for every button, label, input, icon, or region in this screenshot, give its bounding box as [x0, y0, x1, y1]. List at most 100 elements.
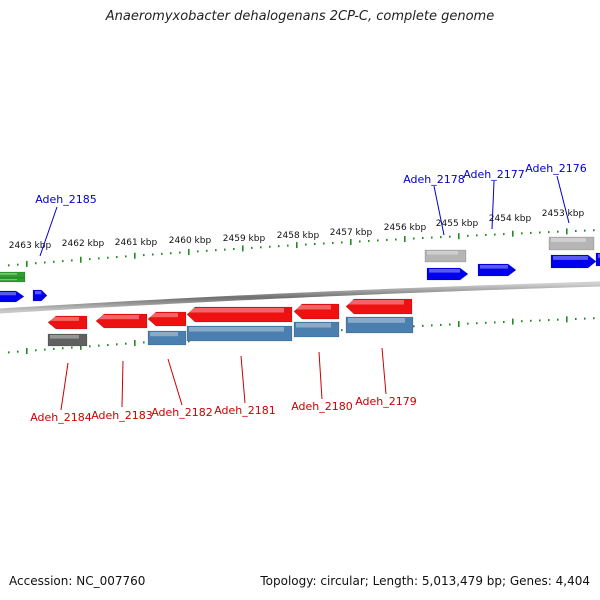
ruler-tick	[62, 347, 64, 350]
gene-label[interactable]: Adeh_2177	[463, 168, 525, 181]
ruler-label: 2457 kbp	[330, 228, 373, 238]
ruler-tick	[413, 237, 415, 240]
ruler-label: 2461 kbp	[115, 238, 158, 248]
ruler-tick	[233, 248, 235, 251]
gene-arrow-adeh-2181-cds[interactable]	[186, 325, 293, 342]
ruler-tick	[440, 236, 442, 239]
ruler-tick	[44, 348, 46, 351]
ruler-tick	[404, 235, 406, 242]
ruler-tick	[323, 242, 325, 245]
ruler-tick	[503, 233, 505, 236]
ruler-tick	[332, 241, 334, 244]
ruler-tick	[215, 249, 217, 252]
ruler-tick	[485, 233, 487, 236]
ruler-tick	[170, 252, 172, 255]
gene-label[interactable]: Adeh_2183	[91, 409, 153, 422]
ruler-tick	[17, 350, 19, 353]
ruler-tick	[89, 345, 91, 348]
gene-label-leader	[39, 206, 58, 257]
ruler-tick	[53, 260, 55, 263]
ruler-tick	[557, 318, 559, 321]
ruler-tick	[179, 251, 181, 254]
gene-arrow-adeh-2185[interactable]	[32, 289, 48, 302]
ruler-tick	[314, 243, 316, 246]
ruler-label: 2462 kbp	[62, 239, 105, 249]
ruler-tick	[260, 246, 262, 249]
gene-arrow-adeh-2177[interactable]	[477, 263, 517, 277]
ruler-tick	[422, 237, 424, 240]
ruler-tick	[107, 256, 109, 259]
gene-label[interactable]: Adeh_2184	[30, 411, 92, 424]
gene-arrow-adeh-2186[interactable]	[0, 290, 25, 303]
ruler-tick	[26, 347, 28, 354]
ruler-tick	[80, 343, 82, 350]
gene-arrow-adeh-2181[interactable]	[186, 306, 293, 323]
gene-arrow-adeh-2178-pseudo[interactable]	[424, 249, 467, 263]
ruler-tick	[548, 319, 550, 322]
ruler-tick	[188, 249, 190, 256]
ruler-tick	[44, 261, 46, 264]
gene-label-leader	[381, 347, 387, 395]
ruler-tick	[593, 229, 595, 232]
gene-arrow-adeh-2180-cds[interactable]	[293, 321, 340, 338]
ruler-tick	[395, 238, 397, 241]
ruler-tick	[305, 243, 307, 246]
ruler-label: 2455 kbp	[436, 219, 479, 229]
genome-backbone	[0, 281, 600, 314]
ruler-tick	[98, 257, 100, 260]
ruler-tick	[197, 250, 199, 253]
gene-label[interactable]: Adeh_2185	[35, 193, 97, 206]
gene-label[interactable]: Adeh_2181	[214, 404, 276, 417]
ruler-tick	[539, 319, 541, 322]
gene-label-leader	[167, 358, 183, 406]
ruler-tick	[386, 238, 388, 241]
gene-label[interactable]: Adeh_2182	[151, 406, 213, 419]
gene-arrow-adeh-2179-cds[interactable]	[345, 316, 414, 334]
gene-label[interactable]: Adeh_2179	[355, 395, 417, 408]
gene-arrow-adeh-2182-cds[interactable]	[147, 330, 187, 346]
gene-label[interactable]: Adeh_2176	[525, 162, 587, 175]
ruler-tick	[242, 245, 244, 252]
rna-feature[interactable]	[0, 271, 26, 279]
accession-text: Accession: NC_007760	[9, 574, 146, 588]
gene-arrow-adeh-2183[interactable]	[95, 313, 148, 329]
ruler-tick	[125, 255, 127, 258]
gene-arrow-adeh-2180[interactable]	[293, 303, 340, 320]
ruler-tick	[449, 323, 451, 326]
gene-arrow-next[interactable]	[595, 252, 600, 267]
gene-arrow-adeh-2178[interactable]	[426, 267, 469, 281]
genome-summary-text: Topology: circular; Length: 5,013,479 bp…	[260, 574, 590, 588]
gene-arrow-adeh-2176[interactable]	[550, 254, 597, 269]
ruler-tick	[143, 254, 145, 257]
ruler-tick	[512, 318, 514, 325]
ruler-tick	[116, 256, 118, 259]
ruler-tick	[368, 239, 370, 242]
ruler-tick	[8, 351, 10, 354]
ruler-tick	[53, 347, 55, 350]
gene-arrow-adeh-2182[interactable]	[147, 311, 187, 327]
gene-label-leader	[491, 180, 495, 230]
gene-label[interactable]: Adeh_2178	[403, 173, 465, 186]
gene-label[interactable]: Adeh_2180	[291, 400, 353, 413]
ruler-tick	[458, 233, 460, 240]
gene-arrow-adeh-2176-pseudo[interactable]	[548, 236, 595, 251]
rna-feature-cds[interactable]	[0, 277, 26, 283]
map-title: Anaeromyxobacter dehalogenans 2CP-C, com…	[105, 9, 495, 24]
ruler-tick	[35, 349, 37, 352]
gene-arrow-adeh-2179[interactable]	[345, 298, 413, 315]
ruler-tick	[440, 323, 442, 326]
ruler-tick	[296, 242, 298, 249]
ruler-tick	[134, 340, 136, 347]
ruler-tick	[278, 245, 280, 248]
ruler-tick	[107, 343, 109, 346]
gene-label-leader	[121, 360, 124, 408]
ruler-tick	[467, 322, 469, 325]
ruler-tick	[251, 246, 253, 249]
gene-arrow-adeh-2184-cds[interactable]	[47, 333, 88, 347]
forward-ruler	[8, 228, 595, 267]
ruler-tick	[89, 258, 91, 261]
gene-arrow-adeh-2184[interactable]	[47, 315, 88, 330]
ruler-tick	[494, 233, 496, 236]
ruler-label: 2454 kbp	[489, 214, 532, 224]
